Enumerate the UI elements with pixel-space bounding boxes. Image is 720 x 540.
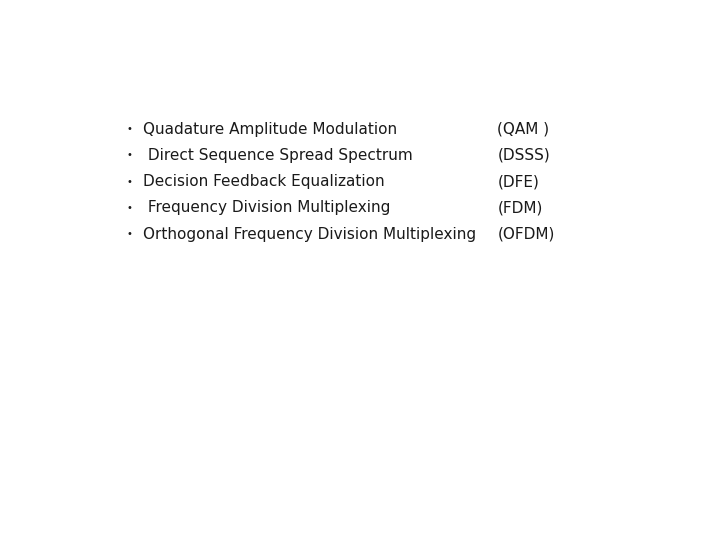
Text: •: • bbox=[126, 151, 132, 160]
Text: Frequency Division Multiplexing: Frequency Division Multiplexing bbox=[143, 200, 390, 215]
Text: •: • bbox=[126, 177, 132, 187]
Text: (OFDM): (OFDM) bbox=[498, 227, 554, 241]
Text: Direct Sequence Spread Spectrum: Direct Sequence Spread Spectrum bbox=[143, 148, 413, 163]
Text: •: • bbox=[126, 229, 132, 239]
Text: •: • bbox=[126, 124, 132, 134]
Text: Orthogonal Frequency Division Multiplexing: Orthogonal Frequency Division Multiplexi… bbox=[143, 227, 476, 241]
Text: (QAM ): (QAM ) bbox=[498, 122, 549, 137]
Text: (FDM): (FDM) bbox=[498, 200, 543, 215]
Text: (DFE): (DFE) bbox=[498, 174, 539, 189]
Text: Quadature Amplitude Modulation: Quadature Amplitude Modulation bbox=[143, 122, 397, 137]
Text: Decision Feedback Equalization: Decision Feedback Equalization bbox=[143, 174, 384, 189]
Text: (DSSS): (DSSS) bbox=[498, 148, 550, 163]
Text: •: • bbox=[126, 203, 132, 213]
